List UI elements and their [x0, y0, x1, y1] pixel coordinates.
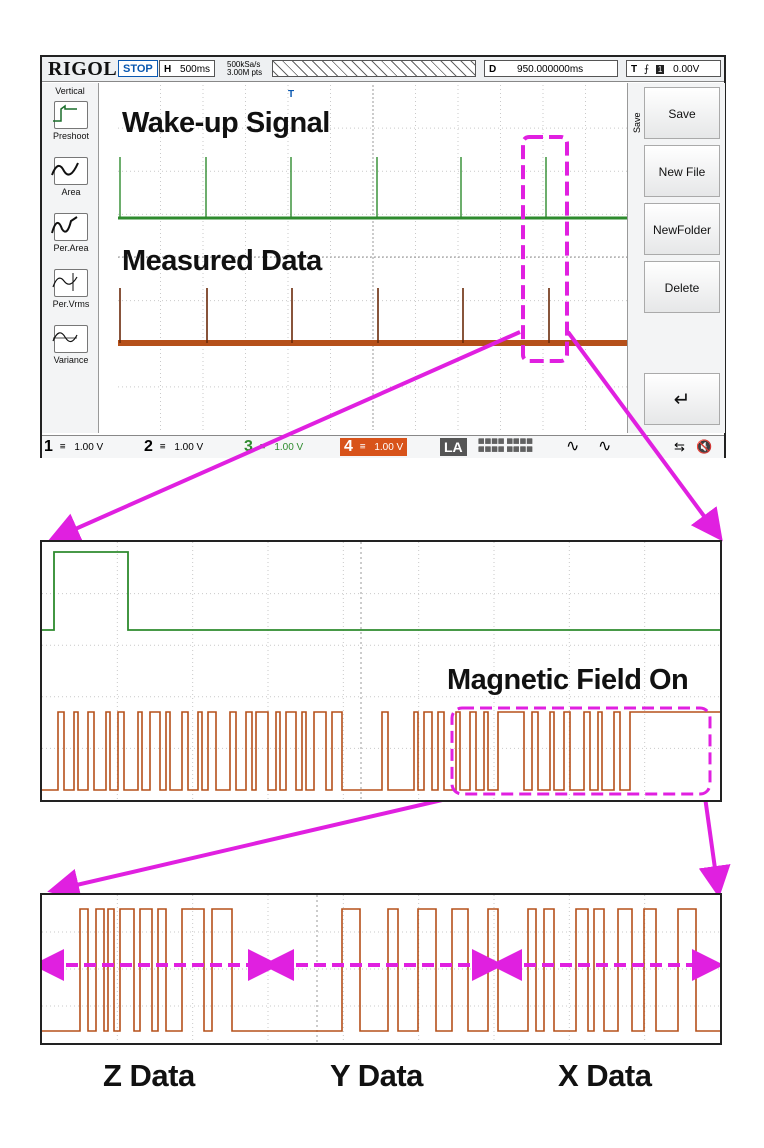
math-2-button[interactable]: ∿ — [598, 438, 612, 455]
magnetic-field-on-label: Magnetic Field On — [447, 664, 689, 696]
menu-item-label: Area — [61, 187, 81, 197]
ch4-data-trace — [42, 711, 720, 791]
menu-title: Vertical — [55, 86, 85, 96]
channel-number: 1 — [44, 438, 53, 455]
sample-rate: 500kSa/s — [227, 60, 261, 69]
logic-analyzer-button[interactable]: LA — [440, 438, 467, 456]
run-status-badge[interactable]: STOP — [118, 60, 158, 77]
delay-readout[interactable]: D 950.000000ms — [484, 60, 618, 77]
trigger-position-marker: T — [288, 89, 294, 100]
channel-3-readout[interactable]: 3 ≡ 1.00 V — [244, 438, 303, 456]
per-area-menu-item[interactable]: Per.Area — [49, 213, 93, 253]
measured-data-label: Measured Data — [122, 245, 322, 277]
timebase-label: H — [164, 64, 172, 75]
usb-icon: ⇆ — [674, 439, 685, 454]
return-button[interactable]: ↵ — [644, 373, 720, 425]
digital-channel-grid: ▦▦▦▦ ▦▦▦▦ ▦▦▦▦ ▦▦▦▦ — [478, 438, 533, 456]
preshoot-menu-item[interactable]: Preshoot — [49, 101, 93, 141]
variance-icon — [52, 325, 88, 353]
timebase-readout[interactable]: H 500ms — [159, 60, 216, 77]
coupling-icon: ≡ — [159, 441, 166, 453]
menu-item-label: Variance — [53, 355, 89, 365]
zoom1-waveform-svg — [42, 542, 720, 800]
channel-scale: 1.00 V — [174, 441, 204, 453]
top-status-bar: RIGOL STOP H 500ms 500kSa/s 3.00M pts D … — [42, 57, 724, 82]
channel-2-readout[interactable]: 2 ≡ 1.00 V — [144, 438, 203, 456]
area-menu-item[interactable]: Area — [49, 157, 93, 197]
memory-position-strip[interactable] — [272, 60, 476, 77]
per-vrms-icon — [52, 269, 88, 297]
digital-channels-high: ▦▦▦▦ ▦▦▦▦ — [478, 446, 533, 453]
trigger-level: 0.00V — [673, 64, 700, 75]
zoom2-waveform-svg — [42, 895, 720, 1043]
memory-depth: 3.00M pts — [227, 68, 263, 77]
ch4-zoom-trace — [42, 908, 720, 1032]
preshoot-icon — [53, 101, 88, 129]
channel-number: 3 — [244, 438, 253, 455]
acquisition-info: 500kSa/s 3.00M pts — [223, 60, 269, 77]
new-folder-button[interactable]: NewFolder — [644, 203, 720, 255]
trigger-edge-icon: ⨍ — [643, 64, 650, 75]
per-area-icon — [51, 213, 88, 241]
zoom-panel-1: Magnetic Field On — [40, 540, 722, 802]
trigger-readout[interactable]: T ⨍ 1 0.00V — [626, 60, 721, 77]
menu-item-label: Per.Vrms — [52, 299, 90, 309]
magnetic-field-highlight-box — [450, 706, 712, 796]
channel-number: 4 — [344, 438, 353, 455]
save-menu-tag: Save — [632, 112, 642, 133]
connector-arrow-right-2 — [698, 796, 731, 898]
per-vrms-menu-item[interactable]: Per.Vrms — [49, 269, 93, 309]
zoom-panel-2 — [40, 893, 722, 1045]
channel-scale: 1.00 V — [374, 441, 404, 453]
variance-menu-item[interactable]: Variance — [49, 325, 93, 365]
coupling-icon: ≡ — [259, 441, 266, 453]
channel-1-readout[interactable]: 1 ≡ 1.00 V — [44, 438, 103, 456]
brand-logo: RIGOL — [48, 58, 118, 80]
save-menu: Save Save New File NewFolder Delete ↵ — [627, 83, 725, 433]
y-data-label: Y Data — [330, 1058, 423, 1093]
area-icon — [51, 157, 88, 185]
channel-scale: 1.00 V — [74, 441, 104, 453]
delay-value: 950.000000ms — [517, 64, 584, 75]
coupling-icon: ≡ — [59, 441, 66, 453]
oscilloscope-screen: RIGOL STOP H 500ms 500kSa/s 3.00M pts D … — [40, 55, 726, 458]
timebase-value: 500ms — [180, 64, 211, 75]
delay-label: D — [489, 64, 497, 75]
ch3-wakeup-trace — [42, 551, 720, 631]
menu-item-label: Preshoot — [52, 131, 90, 141]
x-data-label: X Data — [558, 1058, 652, 1093]
channel-status-bar: 1 ≡ 1.00 V 2 ≡ 1.00 V 3 ≡ 1.00 V 4 ≡ 1.0… — [42, 435, 724, 458]
connector-arrow-left-2 — [47, 795, 456, 901]
save-button[interactable]: Save — [644, 87, 720, 139]
channel-scale: 1.00 V — [274, 441, 304, 453]
math-1-button[interactable]: ∿ — [566, 438, 580, 455]
vertical-measure-menu: Vertical Preshoot Area Per.Area Per.Vrms — [42, 83, 99, 433]
trigger-source-icon: 1 — [655, 65, 665, 74]
z-data-label: Z Data — [103, 1058, 195, 1093]
wake-up-signal-label: Wake-up Signal — [122, 107, 330, 139]
coupling-icon: ≡ — [359, 441, 366, 453]
channel-number: 2 — [144, 438, 153, 455]
trigger-label: T — [631, 64, 638, 75]
menu-item-label: Per.Area — [53, 243, 89, 253]
delete-button[interactable]: Delete — [644, 261, 720, 313]
zoom-highlight-box — [521, 135, 569, 363]
channel-4-readout[interactable]: 4 ≡ 1.00 V — [340, 438, 408, 456]
new-file-button[interactable]: New File — [644, 145, 720, 197]
return-arrow-icon: ↵ — [673, 389, 691, 411]
mute-speaker-icon: 🔇 — [696, 439, 713, 454]
digital-channels-low: ▦▦▦▦ ▦▦▦▦ — [478, 438, 533, 445]
